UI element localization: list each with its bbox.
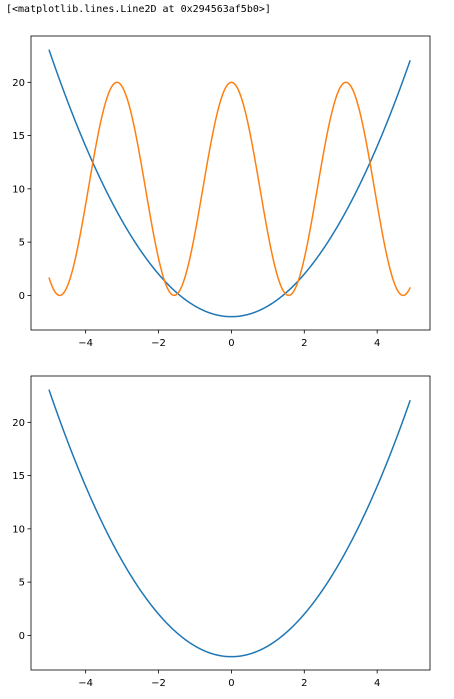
y-tick-label: 5 — [19, 238, 25, 249]
y-tick-label: 0 — [19, 631, 25, 642]
series-bottom — [48, 389, 411, 658]
subplot-top: 0 5 10 15 20 −4 −2 0 2 4 — [12, 35, 431, 349]
subplot-bottom: 0 5 10 15 20 −4 −2 0 2 4 — [12, 375, 431, 689]
x-tick-label: 0 — [228, 678, 234, 689]
x-tick-label: 2 — [301, 678, 307, 689]
x-tick-label: −4 — [78, 678, 93, 689]
y-tick-label: 20 — [12, 78, 25, 89]
output-repr-text: [<matplotlib.lines.Line2D at 0x294563af5… — [6, 4, 271, 15]
series-top — [48, 49, 411, 318]
x-tick-label: −2 — [151, 678, 166, 689]
y-tick-label: 15 — [12, 471, 25, 482]
series-line-1 — [48, 49, 411, 318]
series-line-1 — [48, 389, 411, 658]
y-tick-label: 10 — [12, 524, 25, 535]
y-ticks-bottom: 0 5 10 15 20 — [12, 418, 31, 642]
series-line-2 — [48, 81, 411, 297]
y-tick-label: 0 — [19, 291, 25, 302]
y-tick-label: 20 — [12, 418, 25, 429]
x-tick-label: 2 — [301, 338, 307, 349]
x-tick-label: −4 — [78, 338, 93, 349]
x-ticks-bottom: −4 −2 0 2 4 — [78, 670, 380, 689]
axes-frame-top — [30, 35, 431, 331]
x-tick-label: −2 — [151, 338, 166, 349]
x-ticks-top: −4 −2 0 2 4 — [78, 330, 380, 349]
x-tick-label: 4 — [374, 678, 380, 689]
y-ticks-top: 0 5 10 15 20 — [12, 78, 31, 302]
y-tick-label: 10 — [12, 184, 25, 195]
x-tick-label: 0 — [228, 338, 234, 349]
y-tick-label: 15 — [12, 131, 25, 142]
x-tick-label: 4 — [374, 338, 380, 349]
axes-frame-bottom — [30, 375, 431, 671]
y-tick-label: 5 — [19, 578, 25, 589]
